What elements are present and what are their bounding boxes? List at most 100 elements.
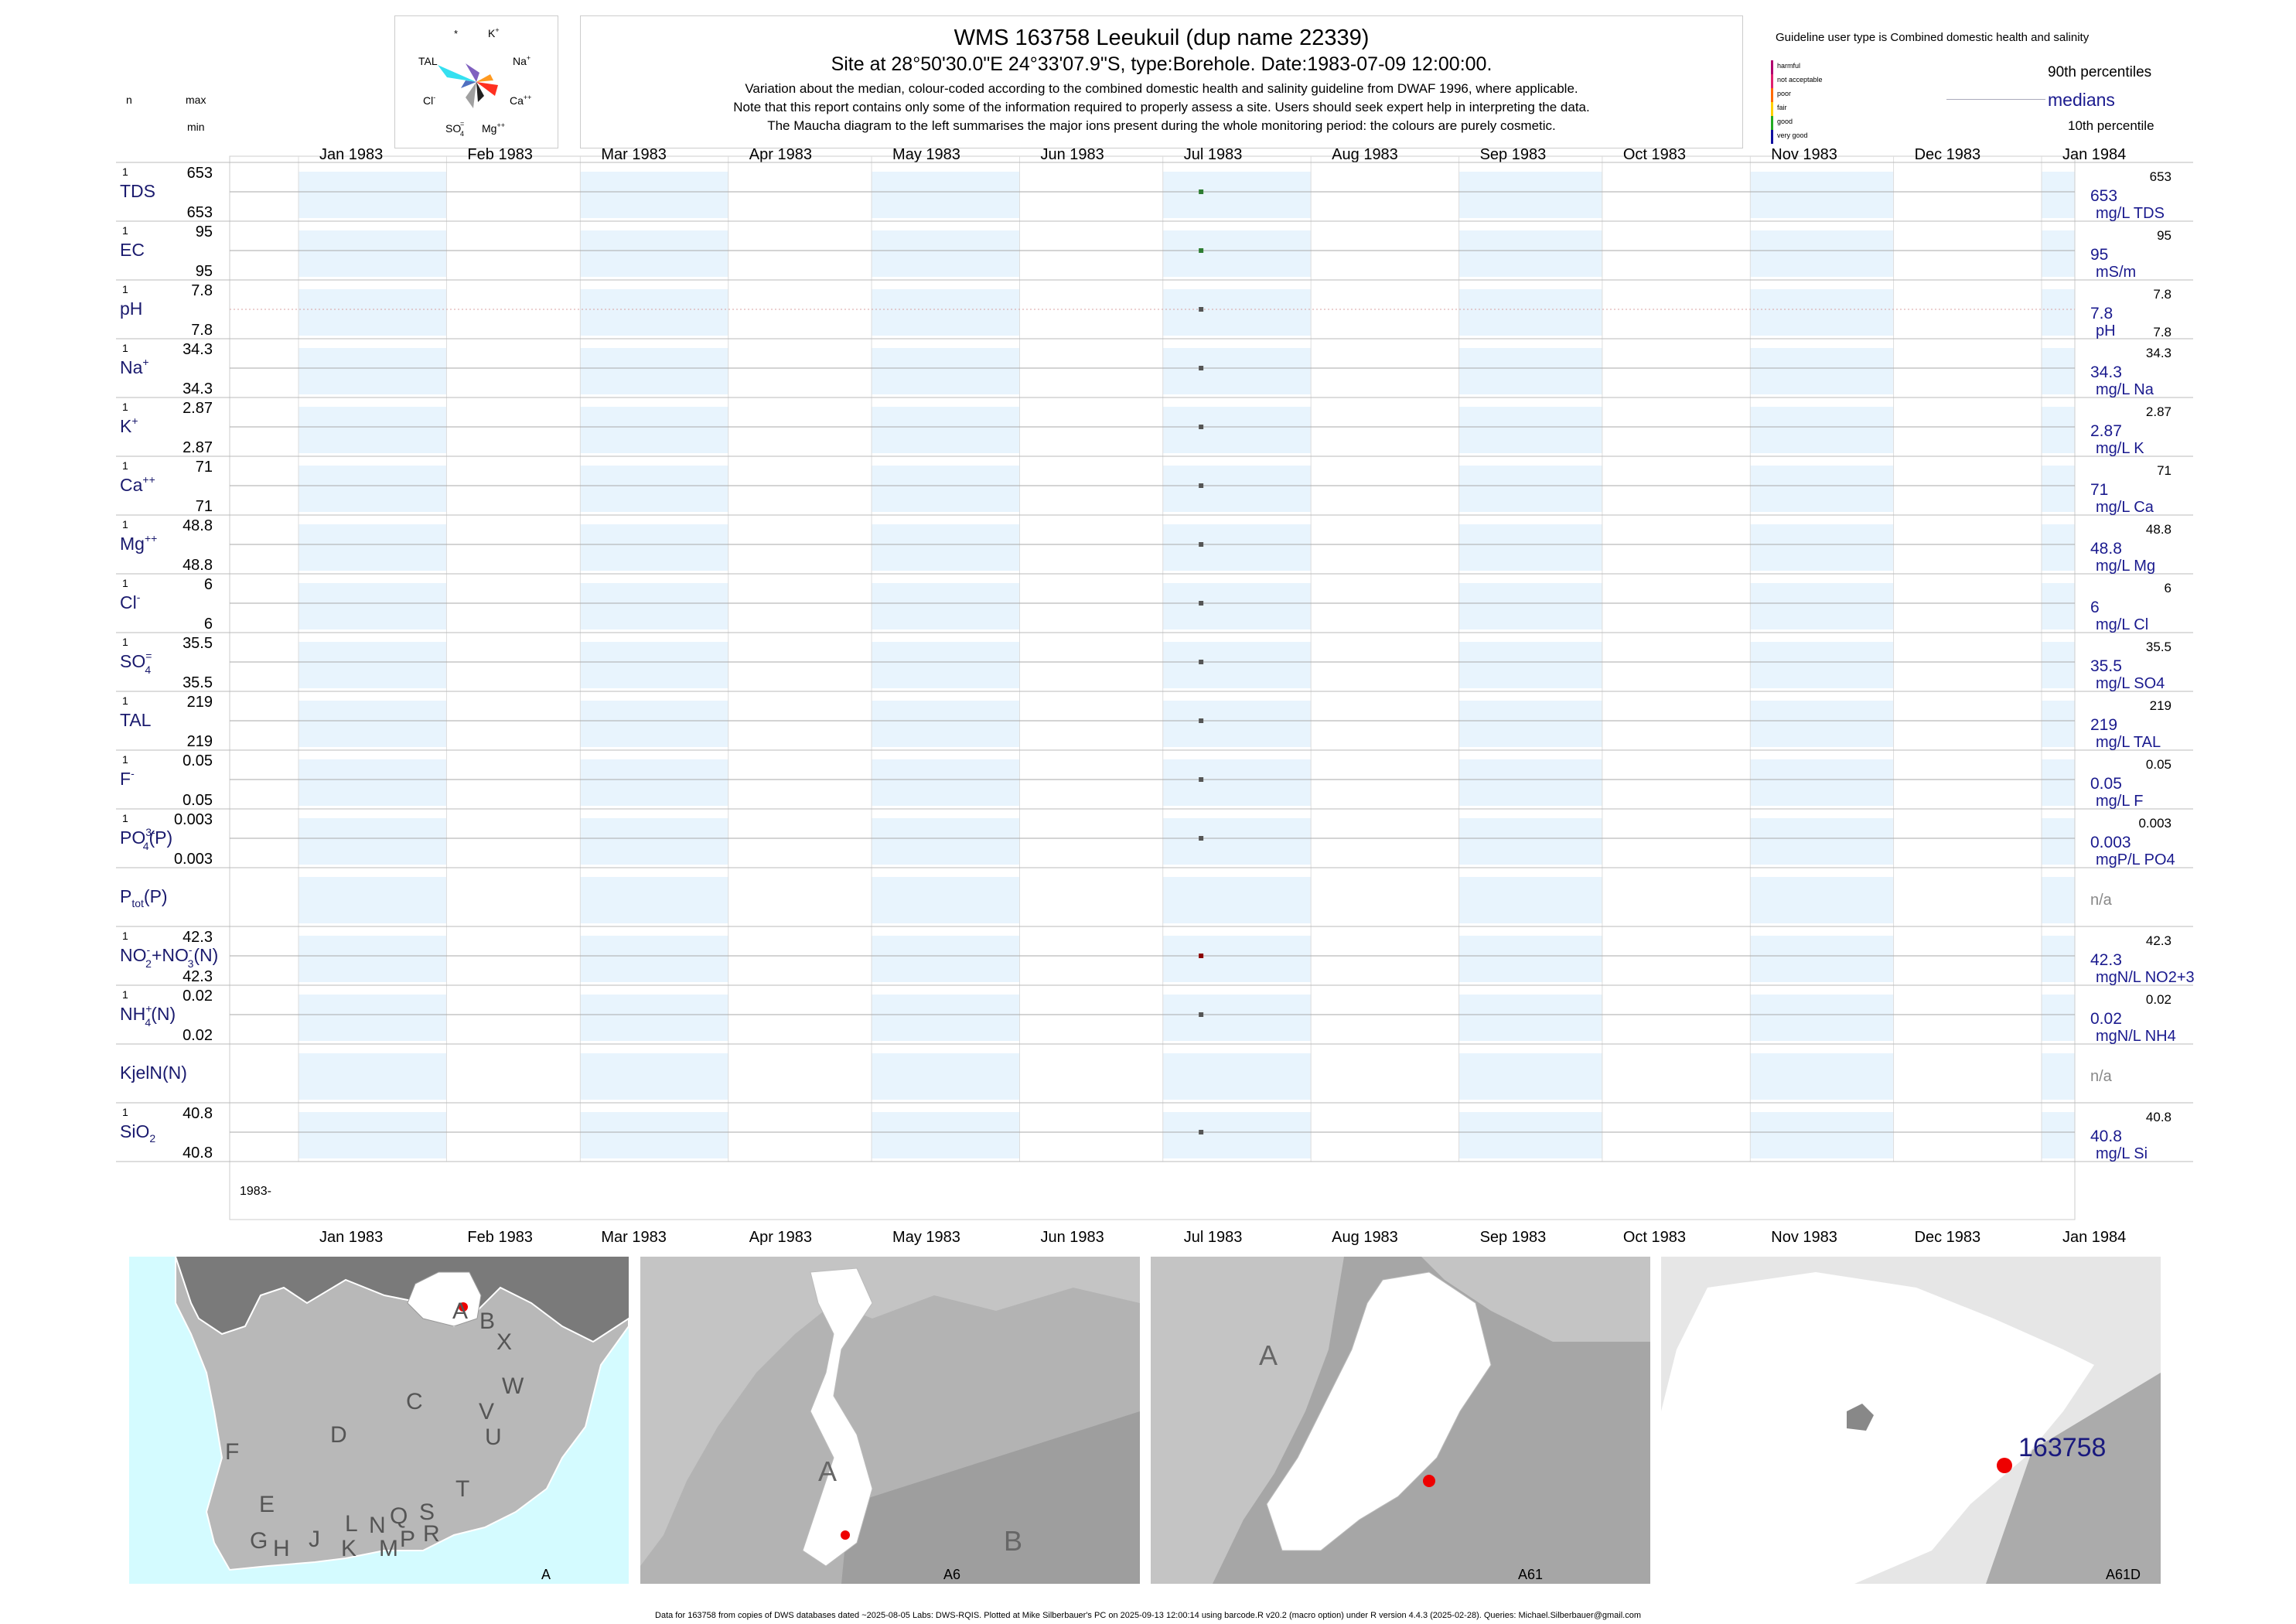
month-band xyxy=(1162,524,1312,571)
variable-label: Ca++ xyxy=(120,473,155,495)
medians-label: medians xyxy=(2048,90,2115,110)
footer-note: Data for 163758 from copies of DWS datab… xyxy=(655,1611,1641,1620)
row-p90-value: 40.8 xyxy=(2146,1110,2171,1124)
month-band xyxy=(872,642,1020,688)
map1-letter: N xyxy=(369,1513,386,1538)
row-unit: mg/L Si xyxy=(2096,1145,2148,1162)
month-band xyxy=(1750,583,1894,629)
maucha-cl-label: Cl- xyxy=(423,94,435,107)
class-color-segment xyxy=(1771,74,1773,88)
row-p90-value: 219 xyxy=(2150,698,2171,713)
month-band xyxy=(872,583,1020,629)
data-point xyxy=(1199,1012,1204,1017)
row-n: 1 xyxy=(122,577,128,589)
row-n: 1 xyxy=(122,342,128,354)
month-label-top: Sep 1983 xyxy=(1480,146,1547,163)
row-max: 34.3 xyxy=(183,341,213,358)
class-color-segment xyxy=(1771,88,1773,102)
p90-label: 90th percentiles xyxy=(2048,64,2152,80)
row-p90-value: 0.003 xyxy=(2138,816,2171,831)
guideline-label: Guideline user type is Combined domestic… xyxy=(1776,31,2090,44)
month-band xyxy=(2042,289,2075,336)
month-band xyxy=(299,524,447,571)
row-n: 1 xyxy=(122,518,128,531)
row-unit: mS/m xyxy=(2096,264,2136,281)
row-median-value: 34.3 xyxy=(2090,363,2122,381)
row-median-value: 95 xyxy=(2090,246,2108,264)
month-band xyxy=(1162,759,1312,806)
map2-catchment xyxy=(802,1267,873,1567)
data-point xyxy=(1199,601,1204,606)
row-p90-value: 2.87 xyxy=(2146,404,2171,419)
month-band xyxy=(1162,583,1312,629)
map3-region-ne xyxy=(1421,1257,1650,1342)
map3-letter-a: A xyxy=(1259,1339,1278,1371)
maucha-diagram: * K+ TAL Na+ Cl- Ca++ SO 4 = Mg++ xyxy=(394,15,558,148)
row-median-value: 2.87 xyxy=(2090,422,2122,440)
map4-town xyxy=(1847,1404,1874,1431)
month-label-bottom: Nov 1983 xyxy=(1771,1229,1837,1246)
month-band xyxy=(299,1053,447,1100)
note-line-1: Variation about the median, colour-coded… xyxy=(745,81,1578,96)
row-p90-value: 7.8 xyxy=(2153,287,2171,302)
map4-outside-region xyxy=(1986,1373,2161,1584)
month-band xyxy=(2042,642,2075,688)
month-band xyxy=(1750,701,1894,747)
maucha-so4-sub: 4 xyxy=(460,130,464,138)
maucha-tal-label: TAL xyxy=(418,55,438,67)
month-band xyxy=(2042,877,2075,923)
main-chart: Jan 1983 Jan 1983 Feb 1983 Feb 1983 Mar 1983… xyxy=(116,146,2195,1246)
class-label: fair xyxy=(1777,104,1787,111)
month-band xyxy=(2042,348,2075,394)
month-band xyxy=(2042,995,2075,1041)
month-band xyxy=(872,524,1020,571)
map1-letter: J xyxy=(309,1527,320,1552)
month-band xyxy=(1750,289,1894,336)
class-color-segment xyxy=(1771,116,1773,130)
variable-label: KjelN(N) xyxy=(120,1063,187,1083)
month-band xyxy=(2042,524,2075,571)
row-p90-value: 6 xyxy=(2165,581,2171,595)
plot-frame xyxy=(229,155,2076,1220)
month-band xyxy=(2042,701,2075,747)
map1-site-dot xyxy=(459,1302,468,1312)
month-band xyxy=(872,995,1020,1041)
row-max: 653 xyxy=(187,165,213,182)
row-min: 40.8 xyxy=(183,1145,213,1162)
map-panel-a61: A A61 xyxy=(1151,1257,1650,1584)
month-band xyxy=(1162,818,1312,865)
month-band xyxy=(872,348,1020,394)
month-band xyxy=(1162,936,1312,982)
variable-label: EC xyxy=(120,240,145,260)
row-n: 1 xyxy=(122,930,128,942)
month-band xyxy=(1750,877,1894,923)
month-band xyxy=(1458,818,1602,865)
month-band xyxy=(580,524,728,571)
month-band xyxy=(1750,936,1894,982)
class-label: very good xyxy=(1777,131,1808,139)
map1-letter: C xyxy=(406,1389,423,1414)
month-band xyxy=(872,466,1020,512)
month-band xyxy=(1162,407,1312,453)
row-median-value: 653 xyxy=(2090,187,2117,205)
month-label-bottom: Sep 1983 xyxy=(1480,1229,1547,1246)
variable-label: NH+ 4(N) xyxy=(120,1002,176,1029)
row-p90-value: 34.3 xyxy=(2146,346,2171,360)
month-band xyxy=(1162,1112,1312,1158)
month-band xyxy=(299,348,447,394)
month-band xyxy=(872,1053,1020,1100)
month-band xyxy=(1458,524,1602,571)
row-max: 40.8 xyxy=(183,1105,213,1122)
month-band xyxy=(1458,172,1602,218)
class-color-bar xyxy=(1771,60,1773,144)
month-band xyxy=(1162,348,1312,394)
title-box: WMS 163758 Leeukuil (dup name 22339) Sit… xyxy=(580,15,1743,148)
row-median-value: 42.3 xyxy=(2090,951,2122,969)
row-min: 0.003 xyxy=(174,851,213,868)
month-label-top: Feb 1983 xyxy=(467,146,533,163)
month-label-bottom: Jan 1984 xyxy=(2062,1229,2126,1246)
month-band xyxy=(1162,701,1312,747)
month-band xyxy=(1750,642,1894,688)
month-band xyxy=(580,172,728,218)
row-p90-value: 48.8 xyxy=(2146,522,2171,537)
